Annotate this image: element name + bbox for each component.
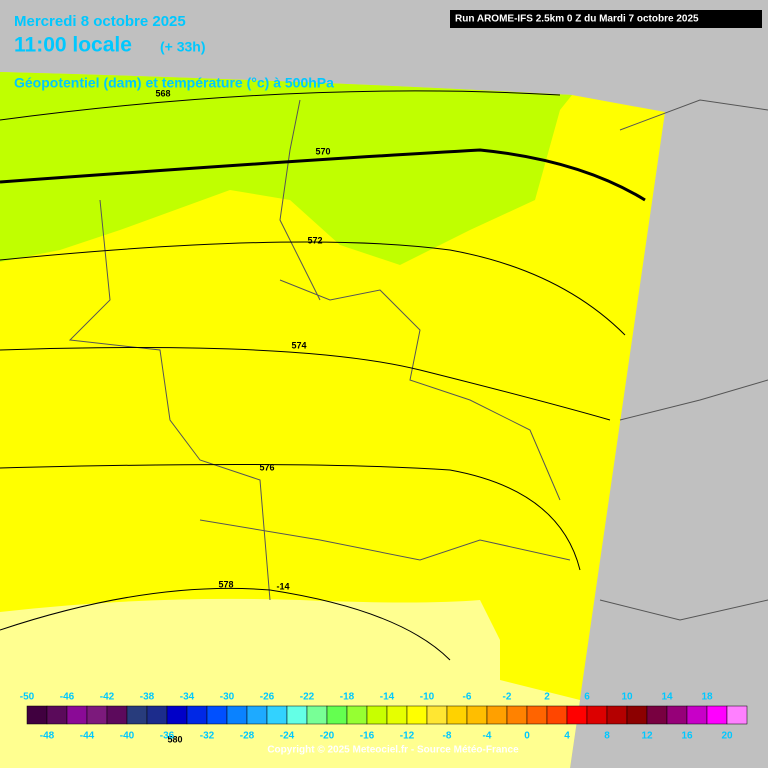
colorbar-label: 0 <box>524 731 530 742</box>
colorbar-label: 8 <box>604 731 610 742</box>
contour-label: 568 <box>155 88 170 98</box>
colorbar-swatch <box>606 705 628 725</box>
colorbar-swatch <box>106 705 128 725</box>
contour-label: 574 <box>291 340 306 350</box>
colorbar-label: 16 <box>681 731 693 742</box>
subtitle: Géopotentiel (dam) et température (°c) à… <box>14 75 334 91</box>
colorbar-swatch <box>46 705 68 725</box>
colorbar-label: -6 <box>463 692 472 703</box>
colorbar-swatch <box>526 705 548 725</box>
colorbar-swatch <box>506 705 528 725</box>
colorbar-swatch <box>386 705 408 725</box>
colorbar-swatch <box>486 705 508 725</box>
colorbar-label: 6 <box>584 692 590 703</box>
colorbar-label: -14 <box>380 692 395 703</box>
colorbar-label: -44 <box>80 731 95 742</box>
time: 11:00 locale <box>14 34 132 57</box>
colorbar-label: -28 <box>240 731 255 742</box>
colorbar-label: 14 <box>661 692 673 703</box>
colorbar-label: -20 <box>320 731 335 742</box>
colorbar-label: -38 <box>140 692 155 703</box>
contour-label: 570 <box>315 146 330 156</box>
colorbar-swatch <box>466 705 488 725</box>
colorbar-swatch <box>146 705 168 725</box>
colorbar-swatch <box>326 705 348 725</box>
colorbar-label: -12 <box>400 731 415 742</box>
colorbar-swatch <box>246 705 268 725</box>
colorbar-swatch <box>26 705 48 725</box>
colorbar-label: 12 <box>641 731 653 742</box>
colorbar-swatch <box>726 705 748 725</box>
colorbar-label: -32 <box>200 731 215 742</box>
date: Mercredi 8 octobre 2025 <box>14 13 186 30</box>
green-area <box>0 72 572 265</box>
run: Run AROME-IFS 2.5km 0 Z du Mardi 7 octob… <box>455 14 699 25</box>
colorbar-label: -4 <box>483 731 492 742</box>
colorbar-swatch <box>706 705 728 725</box>
colorbar-label: -18 <box>340 692 355 703</box>
colorbar-label: -22 <box>300 692 315 703</box>
colorbar-label: 18 <box>701 692 713 703</box>
colorbar-label: -30 <box>220 692 235 703</box>
colorbar-swatch <box>366 705 388 725</box>
colorbar-swatch <box>626 705 648 725</box>
colorbar-swatch <box>666 705 688 725</box>
colorbar-label: 2 <box>544 692 550 703</box>
colorbar-swatch <box>686 705 708 725</box>
borders <box>68 99 768 621</box>
colorbar-label: -34 <box>180 692 195 703</box>
colorbar-label: -2 <box>503 692 512 703</box>
colorbar-swatch <box>126 705 148 725</box>
contour-label: -14 <box>276 581 289 591</box>
contour-label: 580 <box>167 734 182 744</box>
colorbar-swatch <box>586 705 608 725</box>
colorbar-swatch <box>206 705 228 725</box>
colorbar-swatch <box>226 705 248 725</box>
colorbar-label: -10 <box>420 692 435 703</box>
lead: (+ 33h) <box>160 39 206 55</box>
model-domain <box>0 72 665 768</box>
colorbar-swatch <box>186 705 208 725</box>
colorbar-swatch <box>346 705 368 725</box>
colorbar-swatch <box>166 705 188 725</box>
run-banner <box>450 10 762 28</box>
colorbar-label: -16 <box>360 731 375 742</box>
colorbar-swatch <box>646 705 668 725</box>
contour-label: 578 <box>218 579 233 589</box>
colorbar-swatch <box>566 705 588 725</box>
colorbar-label: -26 <box>260 692 275 703</box>
colorbar-label: -46 <box>60 692 75 703</box>
colorbar-label: 4 <box>564 731 570 742</box>
colorbar-swatch <box>306 705 328 725</box>
colorbar-label: 10 <box>621 692 633 703</box>
colorbar-swatch <box>66 705 88 725</box>
colorbar-label: -8 <box>443 731 452 742</box>
colorbar-label: -42 <box>100 692 115 703</box>
colorbar-label: -50 <box>20 692 35 703</box>
colorbar-swatch <box>86 705 108 725</box>
colorbar-swatch <box>546 705 568 725</box>
colorbar-swatch <box>426 705 448 725</box>
colorbar-label: 20 <box>721 731 733 742</box>
copyright: Copyright © 2025 Meteociel.fr - Source M… <box>267 745 519 756</box>
colorbar-swatch <box>446 705 468 725</box>
pale-area <box>0 598 580 768</box>
contour-label: 572 <box>307 235 322 245</box>
colorbar-label: -48 <box>40 731 55 742</box>
colorbar-swatch <box>266 705 288 725</box>
colorbar-label: -24 <box>280 731 295 742</box>
colorbar-label: -40 <box>120 731 135 742</box>
colorbar-swatch <box>406 705 428 725</box>
colorbar-swatch <box>286 705 308 725</box>
contour-label: 576 <box>259 462 274 472</box>
colorbar-label: -36 <box>160 731 175 742</box>
contours <box>0 90 646 661</box>
